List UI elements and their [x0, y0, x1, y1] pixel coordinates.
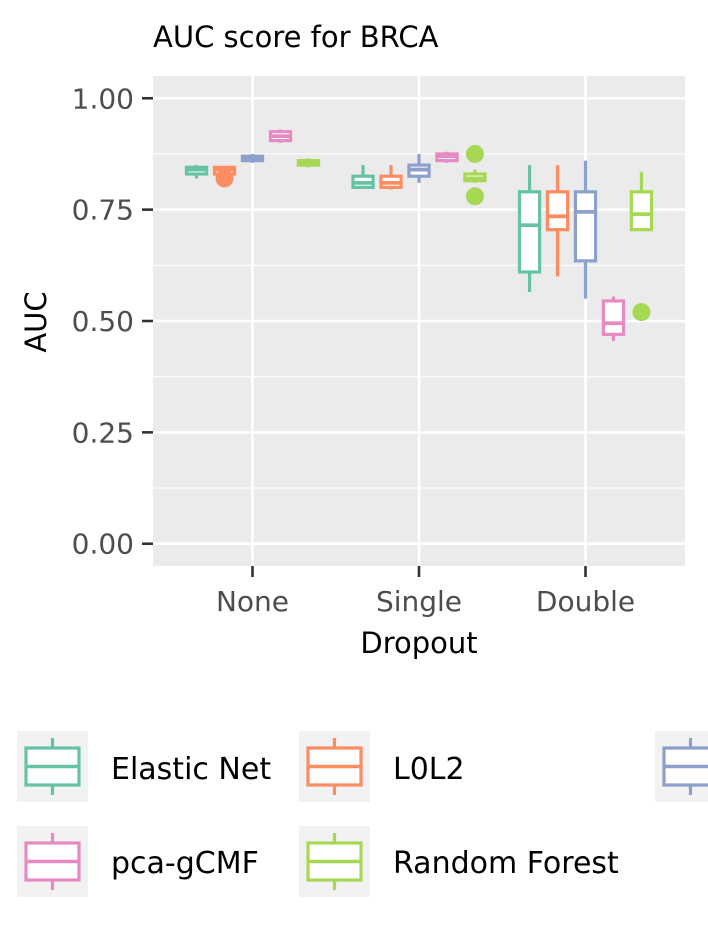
box-l0l2-double [545, 165, 570, 277]
box-l0l2-none [212, 165, 237, 188]
y-tick-label: 0.25 [72, 416, 134, 449]
box-random-forest-double [629, 171, 654, 322]
x-tick-label: None [216, 585, 289, 618]
outlier-point [632, 303, 651, 322]
legend-label: Random Forest [393, 846, 619, 881]
box-iqr [601, 299, 626, 336]
box-pca-gcmf-single [435, 151, 459, 163]
y-tick-label: 0.00 [72, 528, 134, 561]
legend-label: Elastic Net [111, 752, 271, 787]
legend-label: L0L2 [393, 752, 465, 787]
y-tick-label: 0.50 [72, 305, 134, 338]
outlier-point [465, 187, 484, 206]
outlier-point [215, 169, 234, 188]
outlier-point [465, 144, 484, 163]
box-iqr [545, 190, 570, 232]
box-random-forest-single [463, 144, 487, 206]
box-random-forest-none [296, 158, 321, 168]
box-pca-gcmf-none [268, 129, 293, 143]
legend: Elastic Net L0L2 pca-gCMF Random Forest [17, 731, 708, 897]
x-tick-label: Double [536, 585, 635, 618]
legend-item-elastic-net: Elastic Net [17, 731, 271, 802]
box-elastic-net-single [351, 165, 375, 189]
legend-item-pca-gcmf: pca-gCMF [17, 826, 259, 897]
box-series-3-double [573, 160, 598, 299]
box-iqr [517, 190, 542, 274]
box-elastic-net-none [184, 165, 209, 179]
box-iqr [629, 190, 654, 232]
box-series-3-single [407, 153, 431, 183]
box-l0l2-single [379, 165, 403, 190]
plot-area: 0.00 0.25 0.50 0.75 1.00 None Single Double [72, 76, 685, 618]
chart-title: AUC score for BRCA [153, 20, 439, 54]
y-axis-title: AUC [19, 291, 53, 352]
x-axis-title: Dropout [360, 626, 477, 660]
legend-label: pca-gCMF [111, 846, 259, 881]
legend-item-l0l2: L0L2 [299, 731, 465, 802]
box-series-3-none [240, 153, 265, 163]
box-iqr [573, 190, 598, 263]
box-elastic-net-double [517, 165, 542, 293]
box-pca-gcmf-double [601, 296, 626, 342]
y-tick-label: 0.75 [72, 194, 134, 227]
legend-item-random-forest: Random Forest [299, 826, 619, 897]
y-tick-label: 1.00 [72, 82, 134, 115]
legend-item-series-3 [655, 731, 708, 802]
x-tick-label: Single [376, 585, 462, 618]
